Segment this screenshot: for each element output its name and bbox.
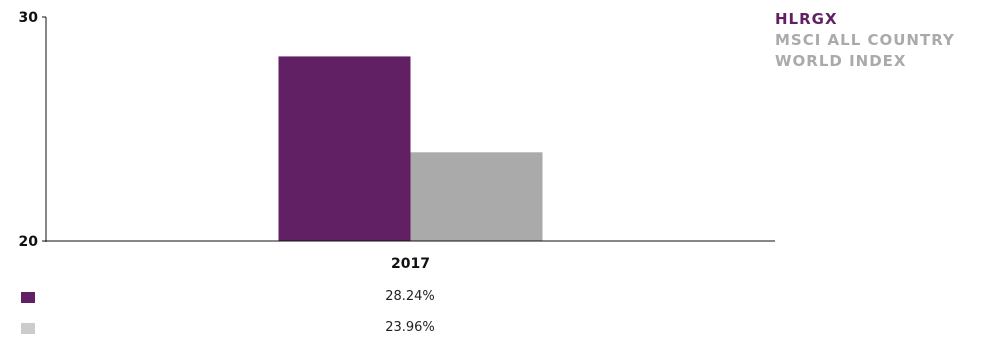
table-row: 23.96%	[0, 318, 986, 338]
series-2-value: 23.96%	[385, 320, 435, 335]
y-tick-label: 30	[19, 10, 39, 26]
bar-1-2017	[278, 56, 411, 242]
bar-2-2017	[410, 152, 543, 241]
series-2-swatch	[21, 323, 35, 334]
table-row: 28.24%	[0, 287, 986, 307]
x-tick-label: 2017	[391, 256, 430, 272]
legend-series-1: HLRGX	[775, 10, 838, 28]
category-labels-group: 2017	[391, 256, 430, 272]
bars-group	[278, 56, 543, 242]
series-1-swatch	[21, 292, 35, 303]
legend-series-2-line-1: MSCI ALL COUNTRY	[775, 31, 955, 49]
legend-series-2-line-2: WORLD INDEX	[775, 52, 907, 70]
series-1-value: 28.24%	[385, 289, 435, 304]
y-tick-label: 20	[19, 234, 39, 250]
legend: HLRGX MSCI ALL COUNTRY WORLD INDEX	[775, 9, 955, 72]
